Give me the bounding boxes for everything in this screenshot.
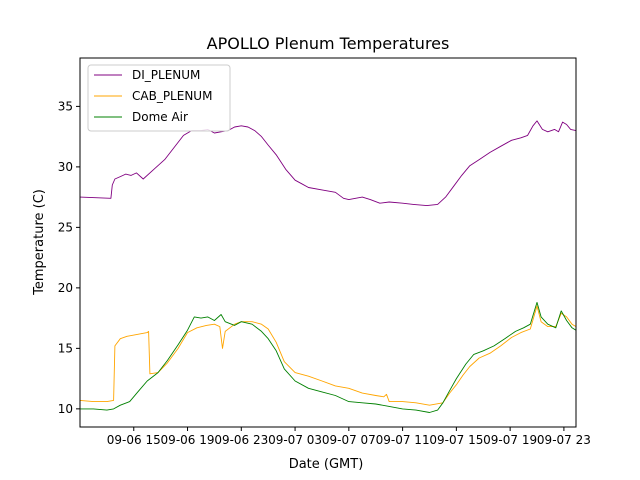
legend-box <box>87 64 231 132</box>
plot-frame <box>79 57 577 428</box>
series-line-di-plenum <box>79 120 577 207</box>
x-tick-label: 09-06 15 <box>107 433 161 447</box>
x-tick-label: 09-07 11 <box>376 433 430 447</box>
x-tick-label: 09-07 19 <box>483 433 537 447</box>
x-axis-label: Date (GMT) <box>289 457 364 472</box>
legend-label-di-plenum: DI_PLENUM <box>132 68 200 82</box>
x-tick-label: 09-07 07 <box>322 433 376 447</box>
x-tick-label: 09-06 23 <box>214 433 268 447</box>
x-tick-label: 09-07 03 <box>268 433 322 447</box>
series-line-dome-air <box>80 301 577 413</box>
x-axis: 09-06 15 09-06 19 09-06 23 09-07 03 09-07 07… <box>107 427 591 447</box>
y-axis-label: Temperature (C) <box>32 189 47 296</box>
chart-title: APOLLO Plenum Temperatures <box>207 34 450 53</box>
y-tick-label: 35 <box>58 99 73 113</box>
legend-label-dome-air: Dome Air <box>132 110 188 124</box>
y-tick-label: 15 <box>58 341 73 355</box>
series-line-cab-plenum <box>79 305 577 406</box>
y-tick-label: 10 <box>58 402 73 416</box>
x-tick-label: 09-06 19 <box>161 433 215 447</box>
x-tick-label: 09-07 23 <box>537 433 591 447</box>
series-group <box>79 120 577 413</box>
legend-label-cab-plenum: CAB_PLENUM <box>132 89 212 103</box>
y-tick-label: 25 <box>58 220 73 234</box>
y-tick-label: 30 <box>58 160 73 174</box>
y-axis: 10 15 20 25 30 35 <box>58 99 80 416</box>
legend: DI_PLENUM CAB_PLENUM Dome Air <box>87 64 231 132</box>
y-tick-label: 20 <box>58 281 73 295</box>
x-tick-label: 09-07 15 <box>429 433 483 447</box>
